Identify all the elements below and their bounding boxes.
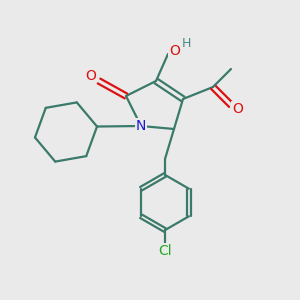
Text: Cl: Cl: [158, 244, 172, 258]
Text: N: N: [136, 119, 146, 133]
Text: H: H: [182, 37, 191, 50]
Text: O: O: [232, 102, 243, 116]
Text: O: O: [85, 69, 96, 82]
Text: O: O: [169, 44, 180, 58]
